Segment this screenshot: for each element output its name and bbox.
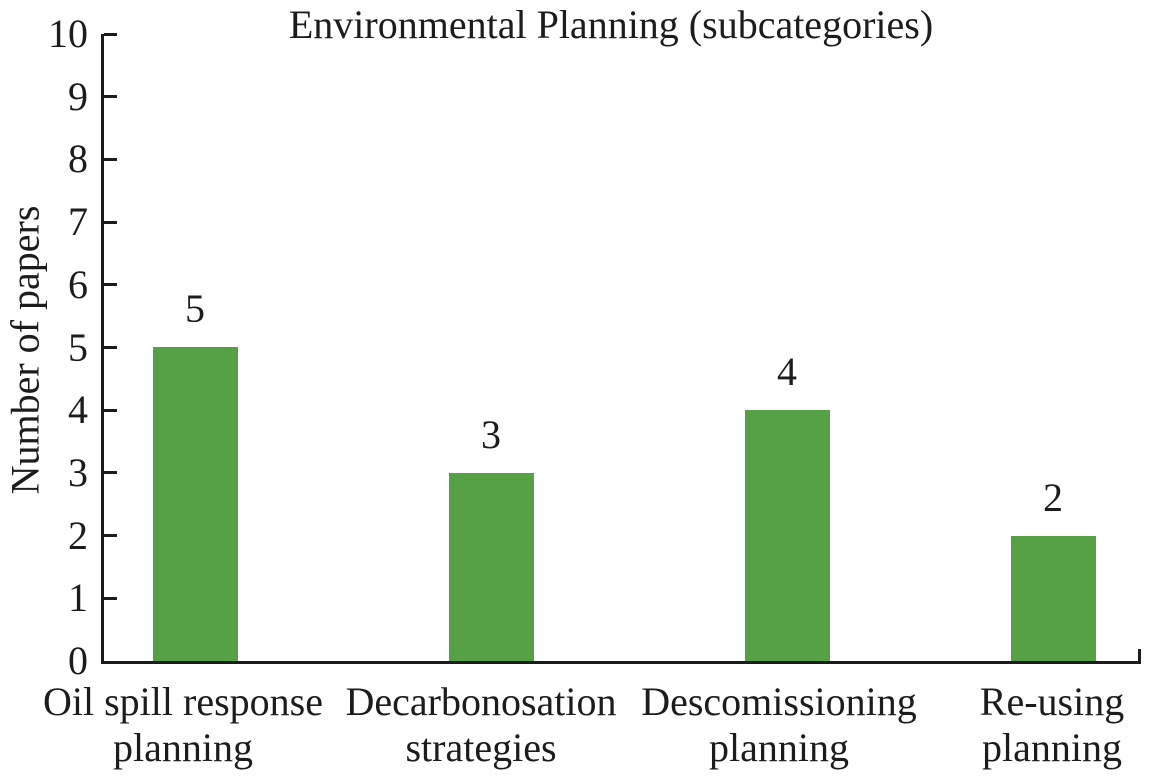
y-tick-label: 5 (68, 324, 88, 370)
y-tick-label: 1 (68, 575, 88, 621)
x-axis-line (101, 661, 1141, 664)
y-tick-label: 7 (68, 199, 88, 245)
bar-value-label: 5 (185, 286, 205, 331)
x-category-label-line: strategies (405, 725, 557, 770)
y-tick-mark (104, 408, 117, 412)
y-tick-mark (104, 534, 117, 538)
bar-value-label: 2 (1043, 475, 1063, 520)
x-category-label-line: Oil spill response (43, 679, 323, 724)
x-category-label: Re-using planning (902, 679, 1152, 771)
y-tick-label: 9 (68, 73, 88, 119)
x-axis-end-tick (1138, 649, 1141, 661)
y-tick-mark (104, 32, 117, 36)
chart-title: Environmental Planning (subcategories) (288, 2, 934, 47)
bar-3 (744, 410, 830, 661)
y-tick-mark (104, 471, 117, 475)
x-category-label-line: planning (982, 725, 1122, 770)
y-tick-label: 6 (68, 261, 88, 307)
y-tick-mark (104, 220, 117, 224)
bar-value-label: 4 (777, 349, 797, 394)
y-tick-label: 10 (48, 11, 88, 56)
y-tick-label: 4 (68, 387, 88, 433)
x-category-label-line: Decarbonosation (345, 679, 617, 724)
y-axis-line (101, 34, 104, 664)
bar-2 (448, 473, 534, 661)
y-tick-label: 3 (68, 449, 88, 495)
y-tick-mark (104, 346, 117, 349)
y-tick-mark (104, 596, 117, 600)
bar-1 (152, 347, 238, 661)
y-tick-label: 0 (68, 638, 88, 683)
y-tick-mark (104, 283, 117, 287)
y-tick-mark (104, 157, 117, 161)
x-category-label: Descomissioning planning (629, 679, 929, 771)
x-category-label: Decarbonosation strategies (331, 679, 631, 771)
x-category-label-line: Descomissioning (641, 679, 917, 724)
bar-4 (1010, 536, 1096, 661)
x-category-label-line: Re-using (979, 679, 1125, 724)
bar-value-label: 3 (481, 412, 501, 457)
y-tick-label: 8 (68, 136, 88, 182)
y-tick-mark (104, 95, 117, 99)
x-category-label: Oil spill response planning (33, 679, 333, 771)
x-category-label-line: planning (113, 725, 253, 770)
x-category-label-line: planning (709, 725, 849, 770)
y-tick-label: 2 (68, 512, 88, 558)
